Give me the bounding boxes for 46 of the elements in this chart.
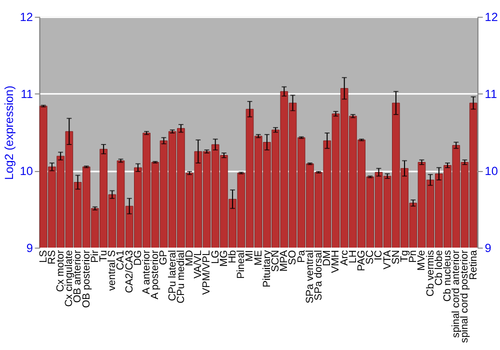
x-tick-label: MVe [416, 250, 428, 271]
x-tick-label: Cb lobe [434, 250, 445, 286]
x-tick-label: OB posterior [81, 250, 92, 308]
x-tick-label: A posterior [150, 250, 162, 300]
x-tick-label: spinal cord posterior [460, 250, 471, 343]
x-tick-label: SO [288, 250, 299, 266]
x-tick-label: Cb nucleus [442, 250, 454, 302]
y-tick-label: 9 [26, 242, 33, 256]
x-tick-label: SCN [270, 250, 282, 272]
x-tick-label: SN [390, 250, 402, 264]
x-tick-label: IC [374, 250, 385, 260]
x-tick-label: Tg [399, 250, 410, 262]
x-tick-label: LG [210, 250, 222, 264]
y-axis-title: Log2 (expression) [2, 86, 16, 180]
x-tick-label: RS [46, 250, 58, 264]
x-tick-label: ME [253, 250, 264, 266]
x-tick-label: CA1 [116, 250, 127, 270]
y2-tick-label: 11 [484, 88, 497, 102]
y2-tick-label: 9 [484, 242, 492, 256]
x-tick-label: SPa ventral [304, 250, 316, 304]
x-tick-label: MI [244, 250, 256, 262]
y-tick-label: 10 [20, 165, 34, 178]
x-tick-label: PAG [356, 250, 368, 272]
x-tick-label: CPu lateral [167, 250, 178, 302]
x-tick-label: Arc [339, 250, 350, 266]
x-tick-label: LS [38, 250, 50, 263]
x-tick-label: GP [158, 250, 170, 266]
x-tick-label: VMH [330, 250, 342, 274]
x-tick-label: Retina [468, 250, 480, 280]
x-tick-label: VPM/VPL [202, 250, 213, 295]
x-tick-label: SPa dorsal [313, 250, 324, 300]
x-tick-label: Pituitary [262, 249, 273, 288]
x-tick-label: CA2/CA3 [124, 250, 136, 294]
y-tick-label: 11 [20, 88, 33, 102]
x-tick-label: DG [132, 250, 144, 266]
x-tick-label: Pa [296, 250, 308, 263]
x-tick-label: OB anterior [72, 250, 84, 303]
x-tick-label: CPu medial [176, 250, 187, 304]
x-tick-label: LH [348, 250, 359, 264]
y2-tick-label: 12 [484, 11, 498, 24]
y2-tick-label: 10 [484, 165, 498, 178]
x-tick-label: VTA [382, 250, 394, 270]
x-tick-label: Hb [228, 250, 238, 264]
y-tick-label: 12 [20, 11, 33, 24]
x-tick-label: MG [218, 250, 230, 267]
x-tick-label: Pir [90, 250, 101, 263]
